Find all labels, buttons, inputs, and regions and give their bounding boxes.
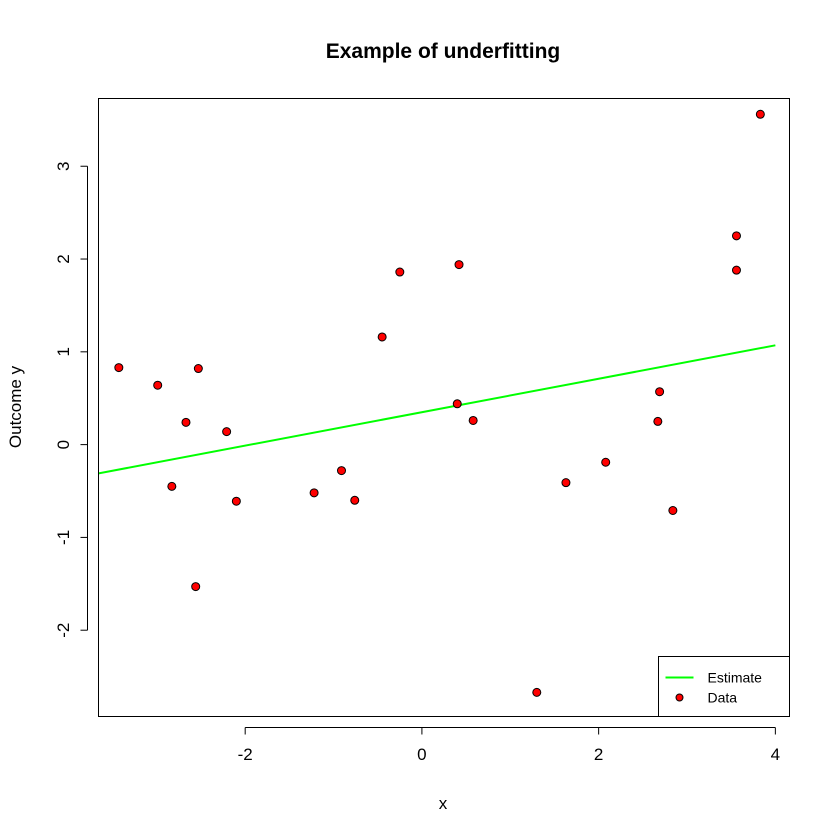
data-point (191, 582, 201, 592)
data-point (309, 488, 319, 498)
x-axis-label: x (439, 794, 448, 813)
data-point (153, 380, 163, 390)
data-point (668, 506, 678, 515)
data-point (532, 687, 542, 697)
data-point (395, 267, 405, 277)
y-tick-label: -2 (54, 623, 73, 638)
data-point (167, 481, 177, 491)
data-point (231, 496, 241, 506)
x-tick-label: 0 (417, 745, 426, 764)
y-tick-label: 2 (54, 254, 73, 263)
x-tick-label: 4 (771, 745, 780, 764)
chart-title: Example of underfitting (326, 40, 561, 63)
y-axis: -2 -1 0 1 2 3 (54, 162, 88, 638)
legend-box (658, 656, 790, 717)
legend-label: Estimate (708, 670, 763, 686)
data-point (452, 399, 462, 409)
data-point (377, 332, 387, 342)
data-point (336, 466, 346, 476)
data-point (193, 364, 203, 374)
x-axis: -2 0 2 4 (238, 727, 780, 764)
data-point (731, 265, 741, 275)
estimate-line (98, 344, 776, 475)
plot-frame (98, 98, 790, 717)
data-point (350, 495, 360, 505)
y-tick-label: 3 (54, 162, 73, 171)
plot-content (98, 109, 776, 697)
y-tick-label: 1 (54, 347, 73, 356)
data-point (601, 457, 611, 467)
legend: Estimate Data (658, 656, 790, 717)
data-point (468, 415, 478, 425)
legend-point-swatch (675, 693, 684, 702)
data-point (454, 260, 464, 270)
data-point (114, 363, 124, 373)
data-point (755, 109, 765, 119)
data-point (222, 427, 232, 437)
data-point (181, 417, 191, 427)
x-tick-label: 2 (594, 745, 603, 764)
data-point (653, 416, 663, 426)
data-point (731, 231, 741, 241)
y-tick-label: -1 (54, 530, 73, 545)
y-tick-label: 0 (54, 440, 73, 449)
x-tick-label: -2 (238, 745, 253, 764)
data-point (561, 478, 571, 488)
data-point (655, 387, 665, 397)
legend-label: Data (708, 690, 738, 706)
y-axis-label: Outcome y (6, 365, 25, 448)
